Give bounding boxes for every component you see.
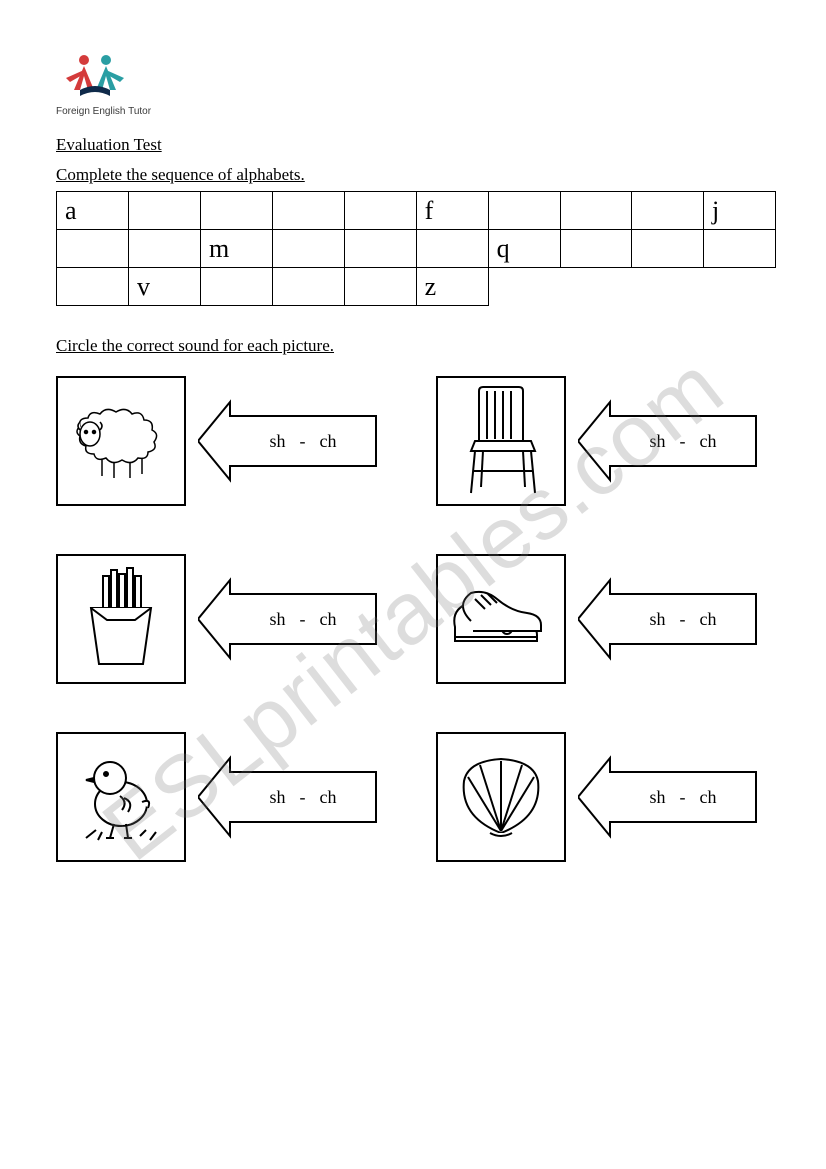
sound-grid: sh - ch	[56, 376, 776, 862]
fries-icon	[71, 564, 171, 674]
alpha-cell[interactable]: f	[416, 192, 488, 230]
alpha-cell[interactable]: m	[201, 230, 273, 268]
alphabet-table: a f j m q v	[56, 191, 776, 306]
picture-box	[436, 376, 566, 506]
sheep-icon	[66, 396, 176, 486]
alpha-cell[interactable]: a	[57, 192, 129, 230]
table-row: v z	[57, 268, 776, 306]
sound-item-sheep: sh - ch	[56, 376, 396, 506]
alpha-cell[interactable]	[57, 268, 129, 306]
arrow-text: sh - ch	[618, 576, 748, 662]
alpha-cell-empty	[488, 268, 560, 306]
alpha-cell[interactable]	[416, 230, 488, 268]
sound-item-chair: sh - ch	[436, 376, 776, 506]
option-ch[interactable]: ch	[320, 787, 337, 808]
picture-box	[436, 554, 566, 684]
worksheet-page: Foreign English Tutor Evaluation Test Co…	[0, 0, 826, 912]
sound-item-chick: sh - ch	[56, 732, 396, 862]
alpha-cell[interactable]	[57, 230, 129, 268]
alpha-cell[interactable]	[273, 192, 345, 230]
option-ch[interactable]: ch	[700, 787, 717, 808]
option-ch[interactable]: ch	[700, 431, 717, 452]
shoes-icon	[441, 579, 561, 659]
arrow-text: sh - ch	[618, 398, 748, 484]
option-sh[interactable]: sh	[649, 431, 665, 452]
alpha-cell[interactable]	[704, 230, 776, 268]
option-sh[interactable]: sh	[269, 787, 285, 808]
option-ch[interactable]: ch	[320, 609, 337, 630]
picture-box	[436, 732, 566, 862]
alpha-cell[interactable]	[128, 192, 200, 230]
sound-item-shell: sh - ch	[436, 732, 776, 862]
arrow-box: sh - ch	[578, 754, 758, 840]
alpha-cell[interactable]	[201, 268, 273, 306]
option-separator: -	[680, 431, 686, 452]
option-sh[interactable]: sh	[649, 787, 665, 808]
arrow-text: sh - ch	[618, 754, 748, 840]
arrow-box: sh - ch	[578, 576, 758, 662]
arrow-text: sh - ch	[238, 398, 368, 484]
arrow-box: sh - ch	[198, 576, 378, 662]
alpha-cell-empty	[632, 268, 704, 306]
picture-box	[56, 376, 186, 506]
sound-item-shoes: sh - ch	[436, 554, 776, 684]
option-sh[interactable]: sh	[649, 609, 665, 630]
arrow-text: sh - ch	[238, 754, 368, 840]
alpha-cell-empty	[704, 268, 776, 306]
alpha-cell[interactable]	[488, 192, 560, 230]
option-ch[interactable]: ch	[320, 431, 337, 452]
arrow-box: sh - ch	[578, 398, 758, 484]
alpha-cell[interactable]	[632, 192, 704, 230]
alpha-cell-empty	[560, 268, 632, 306]
option-sh[interactable]: sh	[269, 431, 285, 452]
alpha-cell[interactable]	[201, 192, 273, 230]
alpha-cell[interactable]	[632, 230, 704, 268]
option-sh[interactable]: sh	[269, 609, 285, 630]
alpha-cell[interactable]: z	[416, 268, 488, 306]
option-separator: -	[680, 787, 686, 808]
table-row: a f j	[57, 192, 776, 230]
alpha-cell[interactable]	[344, 268, 416, 306]
alpha-cell[interactable]	[273, 230, 345, 268]
table-row: m q	[57, 230, 776, 268]
logo-icon	[56, 50, 136, 104]
picture-box	[56, 554, 186, 684]
option-separator: -	[300, 609, 306, 630]
logo-block: Foreign English Tutor	[56, 50, 776, 117]
alpha-cell[interactable]: q	[488, 230, 560, 268]
alpha-cell[interactable]	[273, 268, 345, 306]
arrow-text: sh - ch	[238, 576, 368, 662]
logo-caption: Foreign English Tutor	[56, 106, 776, 117]
page-title: Evaluation Test	[56, 135, 776, 155]
arrow-box: sh - ch	[198, 398, 378, 484]
alpha-cell[interactable]	[560, 192, 632, 230]
alpha-cell[interactable]	[344, 192, 416, 230]
shell-icon	[446, 747, 556, 847]
option-separator: -	[300, 431, 306, 452]
alpha-cell[interactable]: j	[704, 192, 776, 230]
chair-icon	[451, 381, 551, 501]
chick-icon	[66, 742, 176, 852]
alpha-cell[interactable]: v	[128, 268, 200, 306]
sound-item-fries: sh - ch	[56, 554, 396, 684]
alpha-cell[interactable]	[128, 230, 200, 268]
option-separator: -	[680, 609, 686, 630]
picture-box	[56, 732, 186, 862]
arrow-box: sh - ch	[198, 754, 378, 840]
alpha-cell[interactable]	[344, 230, 416, 268]
alpha-cell[interactable]	[560, 230, 632, 268]
task1-heading: Complete the sequence of alphabets.	[56, 165, 776, 185]
option-ch[interactable]: ch	[700, 609, 717, 630]
option-separator: -	[300, 787, 306, 808]
task2-heading: Circle the correct sound for each pictur…	[56, 336, 776, 356]
